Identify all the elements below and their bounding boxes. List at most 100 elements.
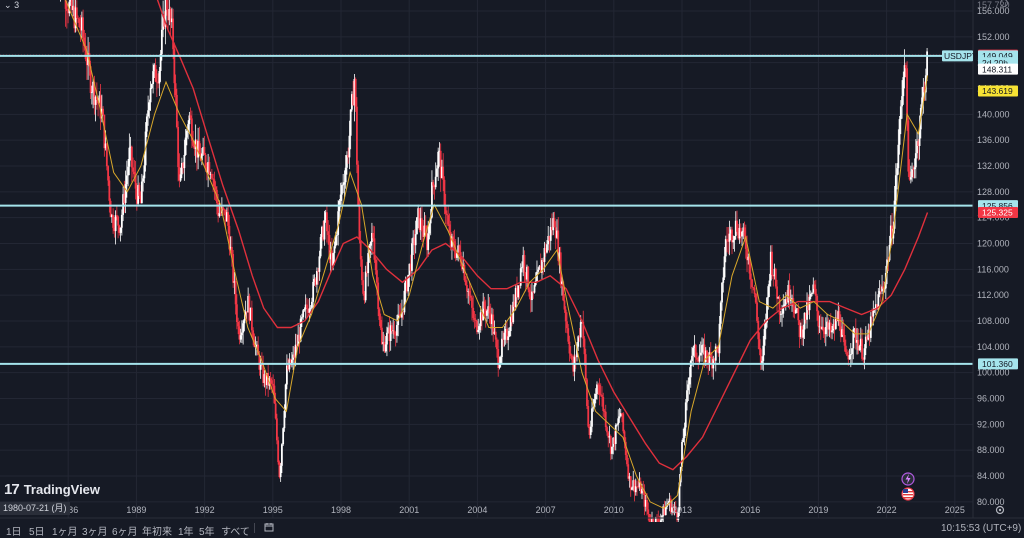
candle-body	[828, 322, 831, 330]
y-tick-label: 100.000	[977, 368, 1010, 378]
lightning-event-icon[interactable]	[901, 472, 915, 486]
candle-body	[238, 326, 241, 340]
candle-body	[682, 438, 685, 443]
collapse-icon[interactable]	[1000, 0, 1008, 7]
candle-body	[736, 220, 738, 232]
candle-body	[663, 506, 666, 516]
candle-body	[279, 465, 282, 478]
timeframe-5d[interactable]: 5日	[29, 527, 45, 538]
candle-body	[307, 308, 310, 313]
candle-body	[105, 143, 108, 167]
candle-body	[904, 65, 907, 69]
candle-body	[521, 267, 523, 269]
candle-body	[842, 329, 845, 336]
candle-body	[197, 141, 200, 158]
timeframe-all[interactable]: すべて	[221, 527, 250, 538]
us-flag-event-icon[interactable]	[901, 487, 915, 501]
candle-body	[894, 175, 897, 201]
timeframe-1m[interactable]: 1ヶ月	[52, 527, 78, 538]
candle-body	[591, 408, 593, 427]
candle-body	[586, 379, 588, 406]
candle-body	[280, 444, 283, 466]
candle-body	[152, 71, 155, 85]
candle-body	[807, 301, 810, 311]
candle-body	[922, 86, 925, 98]
candle-body	[528, 289, 531, 297]
chart-panel-label[interactable]: ⌄ 3	[4, 0, 19, 11]
candle-body	[417, 208, 420, 218]
candle-body	[264, 374, 267, 386]
candles	[60, 0, 928, 535]
candle-body	[108, 180, 111, 201]
candle-body	[72, 5, 74, 11]
candle-body	[478, 326, 481, 330]
candle-body	[831, 330, 833, 333]
candle-body	[123, 194, 126, 203]
candle-body	[369, 242, 372, 246]
horizontal-lines[interactable]	[0, 54, 973, 365]
timeframe-6m[interactable]: 6ヶ月	[112, 527, 138, 538]
candle-body	[816, 295, 818, 312]
x-tick-label: 2025	[945, 505, 965, 515]
price-tag-label: 149.049	[982, 51, 1013, 61]
candle-body	[697, 359, 700, 362]
candle-body	[391, 325, 393, 332]
candle-body	[851, 348, 853, 355]
candle-body	[868, 329, 871, 338]
candle-body	[579, 322, 582, 338]
calendar-range-icon[interactable]	[264, 522, 274, 532]
candle-body	[314, 278, 317, 285]
candle-body	[562, 281, 565, 301]
timeframe-1y[interactable]: 1年	[178, 527, 194, 538]
candle-body	[209, 173, 212, 175]
candle-body	[103, 114, 106, 149]
candle-body	[214, 186, 217, 190]
candle-body	[234, 281, 237, 305]
candle-body	[589, 426, 592, 435]
candle-body	[603, 410, 606, 412]
candle-body	[80, 17, 83, 31]
candle-body	[809, 293, 812, 297]
settings-icon[interactable]	[995, 505, 1005, 515]
candle-body	[907, 120, 910, 172]
candle-body	[668, 498, 671, 503]
candle-body	[704, 350, 707, 362]
clock[interactable]: 10:15:53 (UTC+9)	[941, 523, 1022, 534]
candle-body	[341, 185, 343, 195]
candle-body	[433, 185, 436, 188]
candle-body	[746, 248, 748, 261]
timeframe-5y[interactable]: 5年	[199, 527, 215, 538]
candle-body	[571, 355, 573, 360]
candle-body	[729, 229, 732, 234]
candle-body	[249, 307, 252, 321]
time-axis: 1986198919921995199820012004200720102013…	[58, 505, 965, 515]
x-tick-label: 1989	[126, 505, 146, 515]
candle-body	[696, 357, 698, 360]
candle-body	[183, 154, 186, 169]
candle-body	[886, 259, 888, 273]
candle-body	[871, 316, 873, 318]
candle-body	[829, 322, 832, 333]
candle-body	[739, 227, 742, 237]
candle-body	[439, 150, 442, 179]
candle-body	[708, 352, 711, 364]
price-axis-panel[interactable]	[973, 0, 1024, 518]
candle-body	[799, 326, 802, 338]
timeframe-3m[interactable]: 3ヶ月	[82, 527, 108, 538]
timeframe-1d[interactable]: 1日	[6, 527, 22, 538]
candle-body	[671, 507, 673, 513]
candle-body	[115, 215, 118, 217]
candle-body	[863, 348, 866, 360]
candle-body	[608, 436, 611, 438]
candle-body	[306, 304, 308, 309]
candle-body	[511, 315, 513, 323]
candle-body	[207, 162, 210, 173]
timeframe-ytd[interactable]: 年初来	[142, 527, 172, 538]
candle-body	[502, 338, 505, 340]
candle-body	[118, 225, 121, 233]
candle-body	[463, 264, 466, 281]
y-tick-label: 84.000	[977, 471, 1005, 481]
candle-body	[819, 326, 822, 330]
candle-body	[507, 336, 510, 341]
